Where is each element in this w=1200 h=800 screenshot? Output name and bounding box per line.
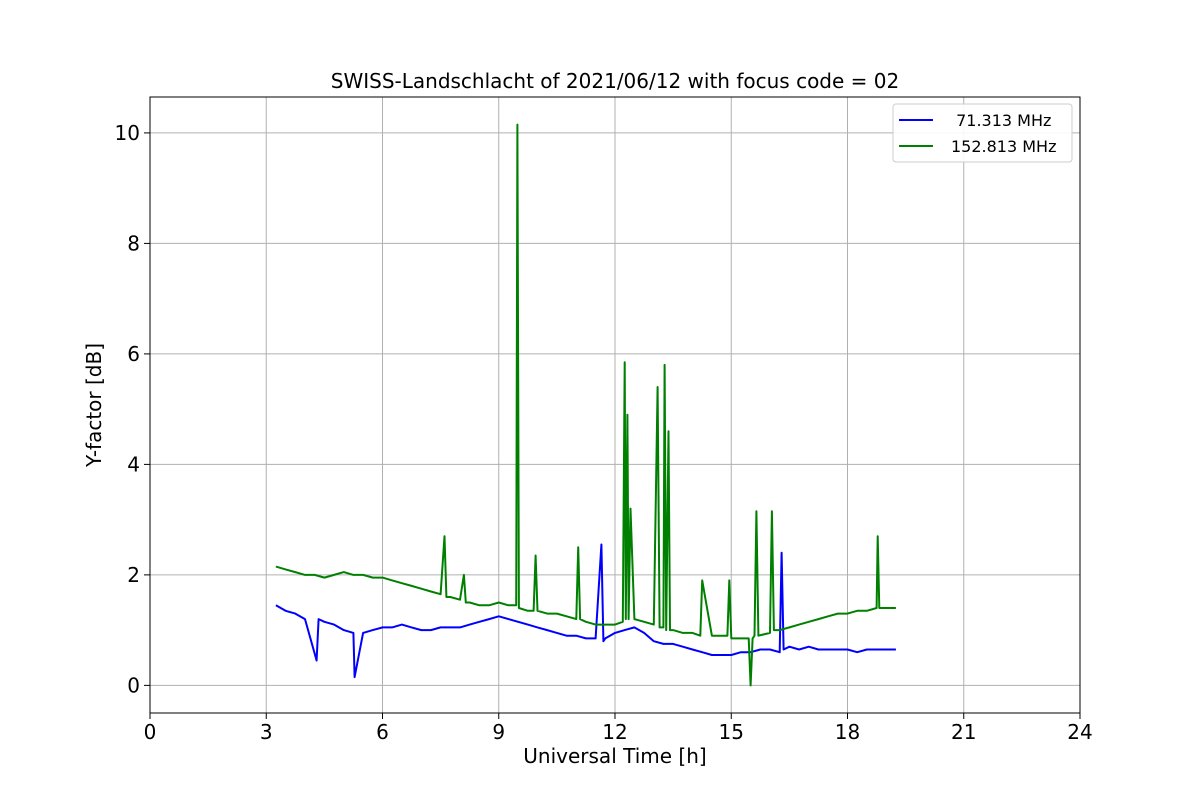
y-axis: 0 2 4 6 8 10: [115, 121, 150, 697]
y-axis-label: Y-factor [dB]: [82, 343, 106, 468]
legend-label: 71.313 MHz: [951, 111, 1051, 130]
y-tick-label: 8: [127, 231, 140, 255]
x-tick-label: 12: [602, 720, 627, 744]
x-axis: 0 3 6 9 12 15 18 21 24: [144, 713, 1093, 744]
x-tick-label: 9: [492, 720, 505, 744]
legend: 71.313 MHz 152.813 MHz: [892, 103, 1073, 163]
x-tick-label: 21: [951, 720, 976, 744]
x-axis-label: Universal Time [h]: [523, 744, 706, 768]
series-line-152-813-mhz: [275, 123, 896, 687]
y-tick-label: 6: [127, 342, 140, 366]
x-tick-label: 3: [260, 720, 273, 744]
y-tick-label: 4: [127, 452, 140, 476]
y-tick-label: 10: [115, 121, 140, 145]
legend-label: 152.813 MHz: [951, 137, 1056, 156]
x-tick-label: 15: [719, 720, 744, 744]
series-group: [275, 123, 896, 687]
x-tick-label: 18: [835, 720, 860, 744]
chart-title: SWISS-Landschlacht of 2021/06/12 with fo…: [331, 69, 899, 93]
y-tick-label: 2: [127, 563, 140, 587]
x-tick-label: 24: [1067, 720, 1092, 744]
series-line-71-313-mhz: [275, 543, 896, 679]
legend-box: [892, 103, 1073, 163]
x-tick-label: 0: [144, 720, 157, 744]
x-tick-label: 6: [376, 720, 389, 744]
y-tick-label: 0: [127, 673, 140, 697]
